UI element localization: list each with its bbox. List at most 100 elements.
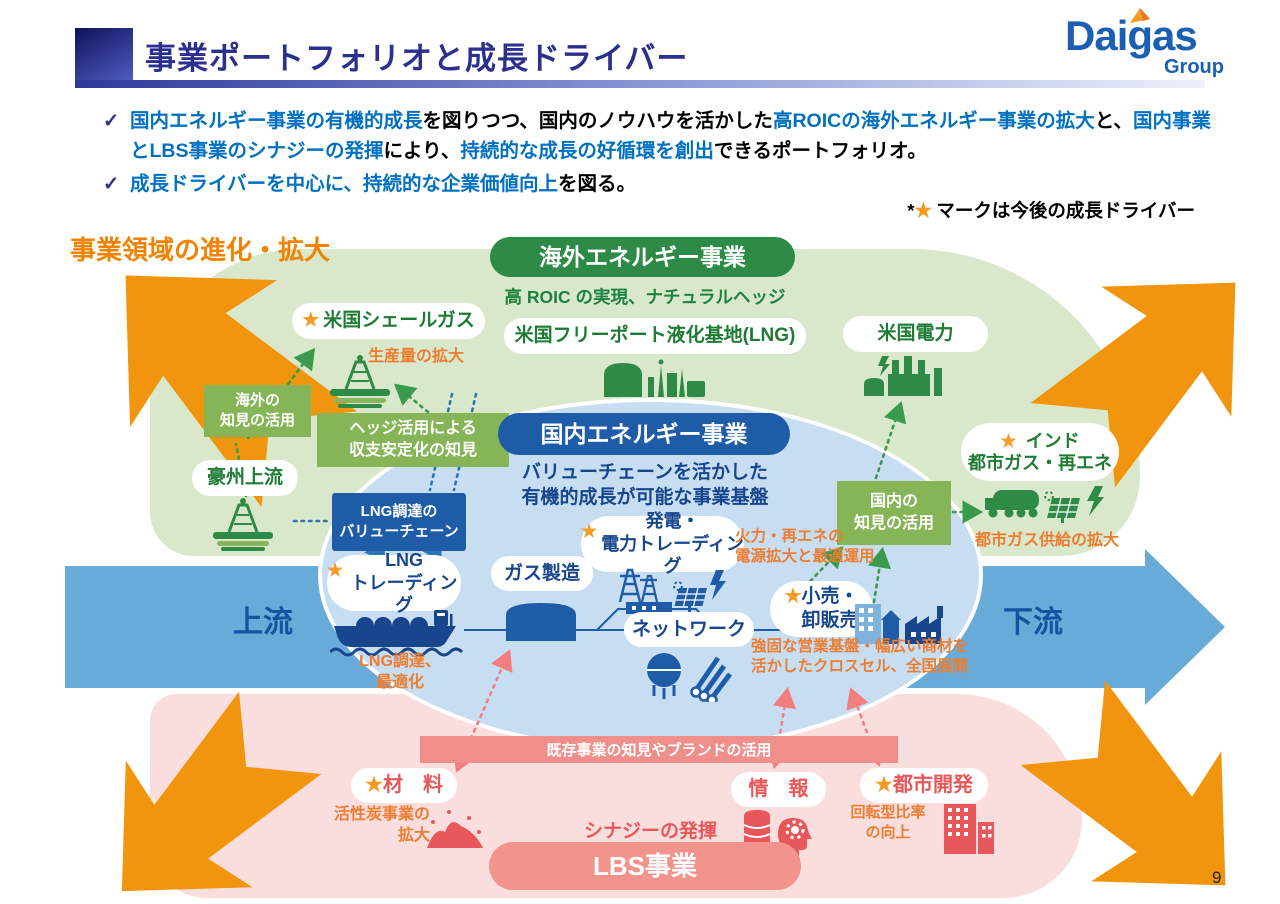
urban-development-label: 都市開発 (892, 774, 973, 796)
star-icon: ★ (1000, 430, 1017, 451)
shale-gas-label: 米国シェールガス (323, 310, 475, 332)
shale-gas-pill: ★ 米国シェールガス (292, 303, 485, 339)
downstream-label: 下流 (1003, 606, 1063, 639)
daigas-logo-triangle-icon (1130, 8, 1150, 23)
power-generation-icon (618, 568, 726, 614)
overseas-title: 海外エネルギー事業 (539, 243, 746, 270)
lng-trading-pill: ★ LNG トレーディング (327, 550, 461, 615)
domestic-title: 国内エネルギー事業 (540, 420, 748, 447)
urban-development-pill: ★ 都市開発 (860, 768, 988, 803)
growth-arrow-bottom-right (1020, 680, 1226, 886)
customers-buildings-icon (855, 604, 943, 644)
us-power-plant-icon (864, 356, 942, 396)
daigas-logo-group: Group (1164, 56, 1224, 78)
power-trading-label: 発電・ 電力トレーディング (601, 511, 744, 577)
flow-band-arrowhead (1145, 549, 1225, 705)
overseas-subtitle: 高 ROIC の実現、ナチュラルヘッジ (504, 287, 786, 307)
lbs-title-pill: LBS事業 (489, 842, 801, 890)
lng-terminal-icon (604, 359, 705, 397)
australia-rig-icon (213, 498, 273, 551)
shale-rig-icon (330, 355, 390, 408)
lng-ship-icon (330, 610, 464, 657)
gas-manufacturing-pill: ガス製造 (491, 556, 593, 591)
information-data-icon (743, 810, 812, 856)
retail-note: 強固な営業基盤・幅広い商材を 活かしたクロスセル、全国展開 (750, 638, 968, 676)
freeport-label: 米国フリーポート液化基地(LNG) (514, 325, 796, 347)
legend-text: マークは今後の成長ドライバー (936, 200, 1195, 221)
information-label: 情 報 (748, 778, 809, 800)
bullet2-seg2: を図る。 (558, 173, 637, 195)
bullet1-seg8: できるポートフォリオ。 (713, 139, 927, 162)
domestic-title-pill: 国内エネルギー事業 (498, 413, 790, 455)
bullet1-seg4: と、 (1094, 110, 1133, 132)
check-icon: ✓ (103, 173, 120, 195)
upstream-label: 上流 (233, 606, 293, 639)
lng-trading-note: LNG調達、 最適化 (345, 652, 455, 694)
bullet1-seg3: 高ROICの海外エネルギー事業の拡大 (772, 110, 1095, 132)
us-power-label: 米国電力 (877, 323, 954, 345)
network-label: ネットワーク (631, 618, 746, 640)
overseas-title-pill: 海外エネルギー事業 (490, 237, 795, 277)
domestic-knowledge-label: 国内の 知見の活用 (853, 493, 934, 532)
star-icon: ★ (365, 774, 383, 796)
bullet1-seg5: 国内事業とLBS事業のシナジーの発揮 (130, 110, 1211, 162)
india-pill: ★ インド 都市ガス・再エネ (961, 423, 1119, 481)
star-icon: ★ (302, 310, 320, 332)
urban-building-icon (944, 804, 994, 854)
activated-carbon-pile-icon (427, 810, 483, 848)
urban-development-note: 回転型比率 の向上 (838, 803, 938, 842)
page-number: 9 (1212, 868, 1222, 887)
hedge-knowledge-label: ヘッジ活用による 収支安定化の知見 (348, 420, 477, 459)
information-pill: 情 報 (731, 772, 826, 807)
retail-label: 小売・ 卸販売 (801, 586, 859, 631)
shale-gas-note: 生産量の拡大 (368, 348, 465, 365)
pink-dotted-connectors (453, 649, 884, 773)
star-icon: ★ (784, 586, 802, 607)
lng-value-chain-label: LNG調達の バリューチェーン (339, 502, 459, 540)
material-note: 活性炭事業の 拡大 (333, 806, 430, 844)
india-label-line1: インド (1025, 430, 1080, 451)
growth-arrow-top-right (1030, 282, 1236, 488)
gas-manufacturing-label: ガス製造 (503, 562, 580, 584)
star-icon: ★ (914, 200, 933, 222)
bullet1-seg7: 持続的な成長の好循環を創出 (460, 139, 714, 162)
lng-value-chain-box: LNG調達の バリューチェーン (332, 493, 466, 551)
us-power-pill: 米国電力 (843, 316, 988, 352)
india-line1-row: ★ インド (1000, 430, 1079, 453)
bullet1-seg6: により、 (383, 139, 461, 162)
bullet1-seg1: 国内エネルギー事業の有機的成長 (130, 110, 423, 132)
synergy-label: シナジーの発揮 (583, 821, 717, 842)
lng-trading-label: LNG トレーディング (350, 550, 458, 616)
bullet-2: ✓ 成長ドライバーを中心に、持続的な企業価値向上を図る。 (103, 170, 1215, 199)
page-title: 事業ポートフォリオと成長ドライバー (145, 41, 689, 76)
title-accent-block (75, 28, 133, 80)
star-icon: ★ (327, 560, 344, 580)
lng-trading-note-text: LNG調達、 最適化 (359, 653, 441, 691)
daigas-logo-text: Daigas (1065, 12, 1198, 59)
title-underline (75, 80, 1205, 88)
overseas-knowledge-label: 海外の 知見の活用 (219, 391, 295, 429)
power-trading-note: 火力・再エネの 電源拡大と最適運用 (735, 528, 875, 566)
lbs-title: LBS事業 (592, 850, 697, 881)
legend-asterisk: * (907, 200, 915, 221)
domestic-knowledge-box: 国内の 知見の活用 (837, 481, 951, 545)
daigas-logo: Daigas Group (1065, 8, 1230, 86)
bullet1-seg2: を図りつつ、国内のノウハウを活かした (422, 110, 773, 132)
hedge-knowledge-box: ヘッジ活用による 収支安定化の知見 (317, 413, 509, 467)
domestic-subtitle-text: バリューチェーンを活かした 有機的成長が可能な事業基盤 (521, 462, 769, 508)
power-trading-pill: ★ 発電・ 電力トレーディング (581, 511, 744, 576)
domestic-subtitle: バリューチェーンを活かした 有機的成長が可能な事業基盤 (450, 461, 840, 510)
network-pill: ネットワーク (624, 612, 754, 647)
overseas-knowledge-box: 海外の 知見の活用 (204, 385, 311, 437)
australia-upstream-label: 豪州上流 (206, 467, 283, 489)
bullet-1: ✓ 国内エネルギー事業の有機的成長を図りつつ、国内のノウハウを活かした高ROICの… (103, 107, 1215, 166)
australia-upstream-pill: 豪州上流 (192, 460, 298, 496)
expansion-label: 事業領域の進化・拡大 (70, 235, 331, 265)
material-label: 材 料 (382, 774, 443, 796)
bullet2-seg1: 成長ドライバーを中心に、持続的な企業価値向上 (130, 173, 559, 195)
star-icon: ★ (581, 521, 598, 541)
network-pipeline-icon (647, 653, 732, 702)
india-citygas-renewables-icon (985, 486, 1104, 523)
urban-note-text: 回転型比率 の向上 (850, 804, 926, 841)
lbs-band-label: 既存事業の知見やブランドの活用 (546, 742, 772, 759)
